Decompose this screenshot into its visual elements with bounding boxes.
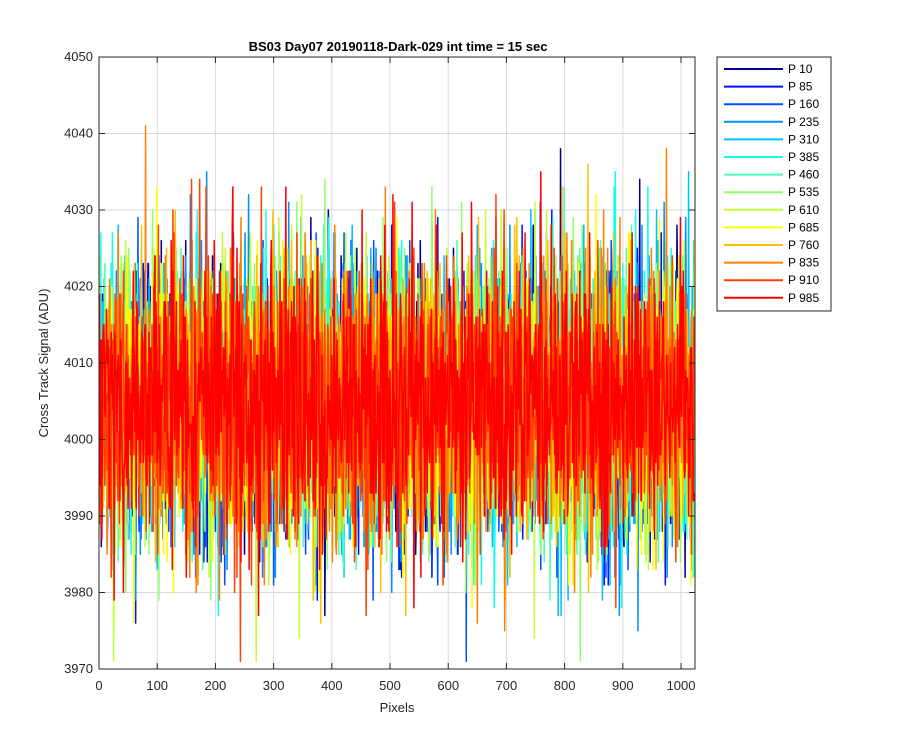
x-tick-label: 100 bbox=[146, 678, 168, 693]
x-tick-label: 500 bbox=[379, 678, 401, 693]
legend-entry-label: P 85 bbox=[788, 80, 813, 94]
legend-entry-label: P 985 bbox=[788, 291, 819, 305]
x-axis-label: Pixels bbox=[380, 700, 415, 715]
x-tick-label: 800 bbox=[554, 678, 576, 693]
legend-entry-label: P 10 bbox=[788, 62, 813, 76]
legend-entry-label: P 535 bbox=[788, 185, 819, 199]
chart-title: BS03 Day07 20190118-Dark-029 int time = … bbox=[249, 39, 548, 54]
x-tick-label: 600 bbox=[437, 678, 459, 693]
legend: P 10 P 85 P 160 P 235 P 310 P 385 P 460 P 535 P … bbox=[716, 56, 832, 312]
legend-entry-label: P 385 bbox=[788, 150, 819, 164]
x-axis: 0 100 200 300 400 500 600 700 800 900 1000 bbox=[95, 57, 695, 693]
y-tick-label: 4020 bbox=[64, 279, 93, 294]
plot-area: 0 100 200 300 400 500 600 700 800 900 1000 3970 398… bbox=[64, 49, 696, 693]
legend-entry-label: P 460 bbox=[788, 168, 819, 182]
y-axis-label: Cross Track Signal (ADU) bbox=[36, 289, 51, 438]
y-tick-label: 4010 bbox=[64, 355, 93, 370]
x-tick-label: 700 bbox=[496, 678, 518, 693]
legend-entry-label: P 760 bbox=[788, 238, 819, 252]
legend-entry-label: P 910 bbox=[788, 273, 819, 287]
legend-box bbox=[716, 56, 832, 312]
legend-entry-label: P 685 bbox=[788, 220, 819, 234]
y-tick-label: 4000 bbox=[64, 432, 93, 447]
x-tick-label: 200 bbox=[205, 678, 227, 693]
y-tick-label: 4050 bbox=[64, 49, 93, 64]
y-tick-label: 4030 bbox=[64, 202, 93, 217]
x-tick-label: 400 bbox=[321, 678, 343, 693]
legend-entry-label: P 610 bbox=[788, 203, 819, 217]
legend-entry-label: P 835 bbox=[788, 256, 819, 270]
x-tick-label: 1000 bbox=[667, 678, 696, 693]
y-tick-label: 4040 bbox=[64, 126, 93, 141]
y-tick-label: 3980 bbox=[64, 585, 93, 600]
x-tick-label: 900 bbox=[612, 678, 634, 693]
x-tick-label: 300 bbox=[263, 678, 285, 693]
legend-entry-label: P 160 bbox=[788, 97, 819, 111]
x-tick-label: 0 bbox=[95, 678, 102, 693]
y-axis: 3970 3980 3990 4000 4010 4020 4030 4040 4050 bbox=[64, 49, 695, 676]
series-line-p985 bbox=[99, 171, 695, 617]
legend-entry-label: P 235 bbox=[788, 115, 819, 129]
y-tick-label: 3990 bbox=[64, 508, 93, 523]
legend-entry-label: P 310 bbox=[788, 132, 819, 146]
series-layer bbox=[99, 125, 695, 663]
y-tick-label: 3970 bbox=[64, 661, 93, 676]
